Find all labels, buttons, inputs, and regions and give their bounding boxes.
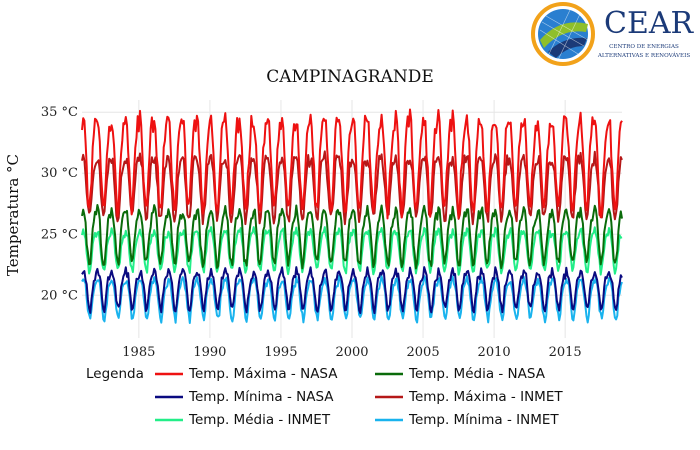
legend-label: Temp. Mínima - INMET xyxy=(408,412,559,428)
series-line-4 xyxy=(81,226,623,276)
legend-label: Temp. Média - NASA xyxy=(408,366,546,382)
y-tick-label: 30 °C xyxy=(41,166,78,181)
y-tick-label: 20 °C xyxy=(41,288,78,303)
x-tick-label: 1985 xyxy=(122,345,155,360)
x-tick-label: 2015 xyxy=(549,345,582,360)
legend-title: Legenda xyxy=(86,366,144,382)
series-line-1 xyxy=(81,204,623,270)
logo-name: CEAR xyxy=(604,6,695,41)
logo-subtitle-1: CENTRO DE ENERGIAS xyxy=(609,44,679,50)
y-tick-label: 35 °C xyxy=(41,105,78,120)
series-line-2 xyxy=(81,266,623,315)
x-tick-label: 2010 xyxy=(478,345,511,360)
x-tick-label: 2005 xyxy=(407,345,440,360)
logo-globe-band-navy xyxy=(548,37,587,58)
logo-globe-band-green xyxy=(540,22,588,48)
series-line-0 xyxy=(81,108,623,220)
chart-title: CAMPINAGRANDE xyxy=(266,67,434,87)
legend-label: Temp. Máxima - INMET xyxy=(408,389,563,405)
x-tick-label: 1995 xyxy=(264,345,297,360)
cear-logo: CEAR CENTRO DE ENERGIAS ALTERNATIVAS E R… xyxy=(530,2,698,66)
x-tick-label: 1990 xyxy=(193,345,226,360)
series-line-3 xyxy=(81,150,623,226)
logo-subtitle-2: ALTERNATIVAS E RENOVÁVEIS xyxy=(597,52,690,59)
logo-globe-ring xyxy=(531,2,595,66)
y-tick-label: 25 °C xyxy=(41,227,78,242)
logo-globe-grid xyxy=(539,9,589,61)
x-tick-label: 2000 xyxy=(335,345,368,360)
legend-label: Temp. Média - INMET xyxy=(188,412,331,428)
series-line-5 xyxy=(81,274,623,324)
x-axis: 1985 1990 1995 2000 2005 2010 2015 xyxy=(122,345,581,360)
legend-label: Temp. Mínima - NASA xyxy=(188,389,334,405)
cear-logo-graphic: CEAR CENTRO DE ENERGIAS ALTERNATIVAS E R… xyxy=(531,2,695,66)
legend: Temp. Máxima - NASA Temp. Média - NASA Tem… xyxy=(155,366,563,428)
y-axis-label: Temperatura °C xyxy=(4,154,22,276)
legend-label: Temp. Máxima - NASA xyxy=(188,366,338,382)
y-axis: 20 °C 25 °C 30 °C 35 °C xyxy=(41,105,78,303)
series-lines xyxy=(81,108,623,324)
